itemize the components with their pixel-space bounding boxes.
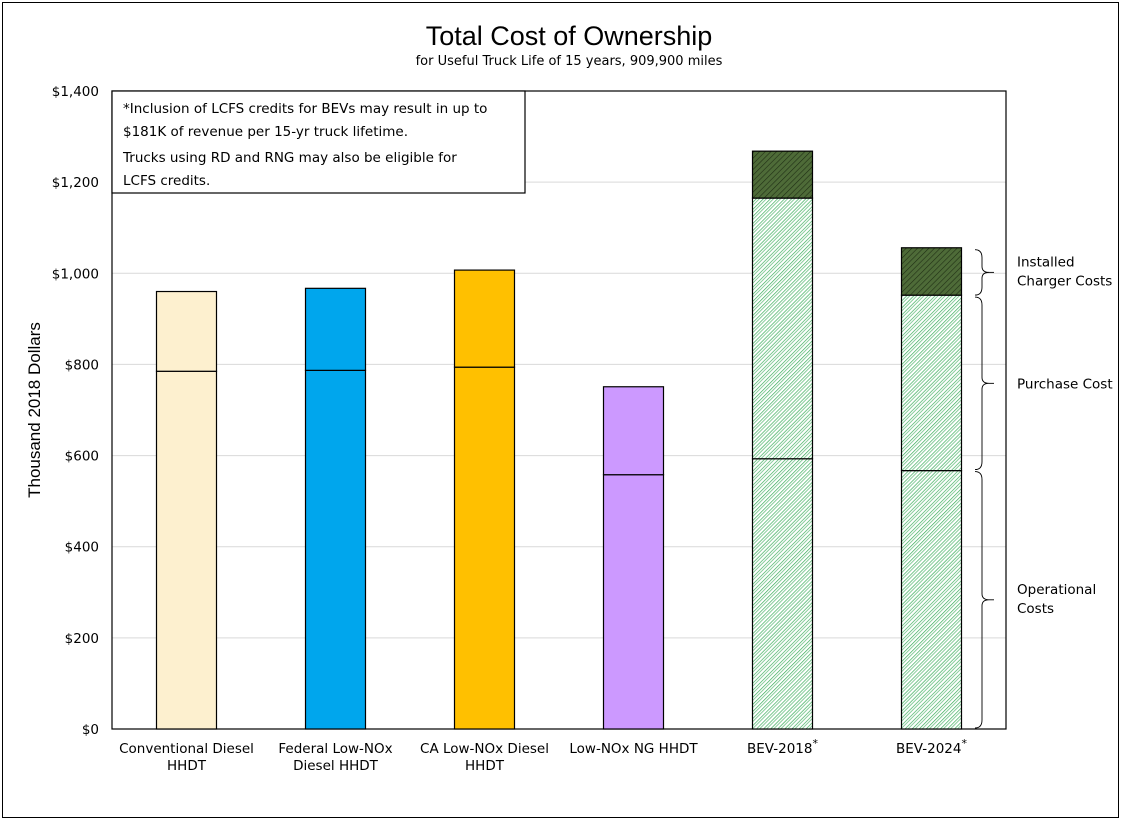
y-tick-label: $400: [65, 540, 99, 556]
bar-segment: [602, 474, 665, 730]
x-tick-label: Low-NOx NG HHDT: [569, 741, 698, 757]
x-tick-label: Federal Low-NOx: [278, 741, 392, 757]
bar-segment: [900, 294, 963, 472]
y-tick-label: $600: [65, 449, 99, 465]
y-tick-label: $1,400: [52, 84, 99, 100]
asterisk-marker: *: [812, 737, 818, 750]
bar-segment: [751, 458, 814, 730]
bar-segment: [453, 269, 516, 368]
bar-segment: [751, 150, 814, 199]
plot-area: [111, 90, 1007, 730]
x-tick-label: HHDT: [465, 758, 505, 774]
bar-segment: [304, 369, 367, 730]
bracket-label: Purchase Cost: [1017, 376, 1113, 392]
bracket-label: Charger Costs: [1017, 273, 1112, 289]
gridlines: [112, 181, 1006, 639]
x-tick-label: BEV-2018*: [747, 737, 818, 757]
asterisk-marker: *: [961, 737, 967, 750]
x-tick-label: Conventional Diesel: [119, 741, 254, 757]
bar-segment: [304, 287, 367, 371]
curly-bracket: [974, 296, 990, 471]
bars: [155, 150, 963, 730]
note-line-2: $181K of revenue per 15-yr truck lifetim…: [123, 124, 408, 140]
x-tick-label: CA Low-NOx Diesel: [420, 741, 549, 757]
chart-title: Total Cost of Ownership: [426, 21, 713, 51]
y-axis-label: Thousand 2018 Dollars: [25, 322, 44, 498]
y-tick-labels: $0 $200 $400 $600 $800 $1,000 $1,200 $1,400: [52, 84, 99, 738]
y-tick-label: $0: [82, 722, 99, 738]
y-tick-label: $200: [65, 631, 99, 647]
bracket-label: Installed: [1017, 254, 1075, 270]
note-line-3: Trucks using RD and RNG may also be elig…: [122, 150, 457, 166]
x-tick-label: BEV-2024*: [896, 737, 967, 757]
bar-segment: [900, 247, 963, 296]
bar-segment: [155, 290, 218, 372]
y-tick-label: $1,000: [52, 266, 99, 282]
bar-segment: [900, 470, 963, 730]
note-line-4: LCFS credits.: [123, 173, 210, 189]
x-tick-label: HHDT: [167, 758, 207, 774]
bar-segment: [155, 370, 218, 730]
note-line-1: *Inclusion of LCFS credits for BEVs may …: [123, 101, 487, 117]
bar-segment: [602, 386, 665, 476]
bar-segment: [751, 197, 814, 460]
bracket-label: Operational: [1017, 582, 1096, 598]
legend-brackets: Installed Charger Costs Purchase Cost Opera…: [974, 249, 1113, 729]
bar-segment: [453, 366, 516, 730]
bracket-label: Costs: [1017, 601, 1054, 617]
y-tick-label: $1,200: [52, 175, 99, 191]
curly-bracket: [974, 249, 990, 296]
y-tick-label: $800: [65, 357, 99, 373]
x-tick-label: Diesel HHDT: [293, 758, 379, 774]
note-box: *Inclusion of LCFS credits for BEVs may …: [111, 90, 526, 194]
curly-bracket: [974, 471, 990, 729]
chart-subtitle: for Useful Truck Life of 15 years, 909,9…: [416, 54, 723, 69]
